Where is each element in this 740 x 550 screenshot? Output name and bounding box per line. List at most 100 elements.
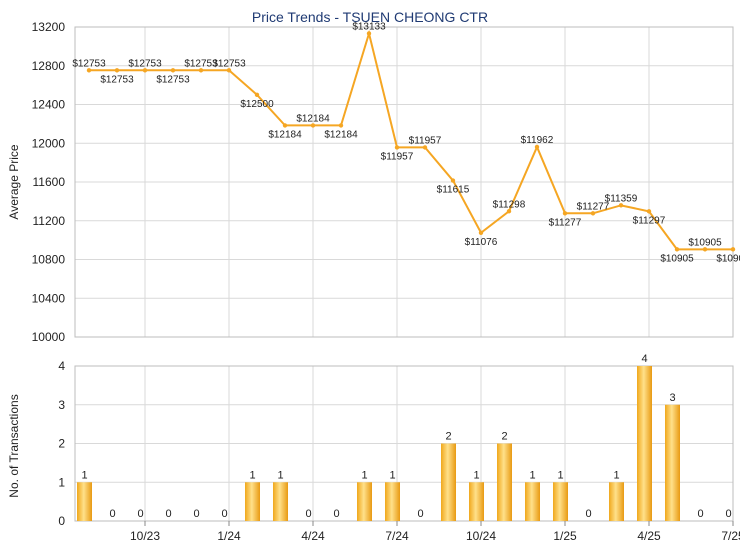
transaction-count-label: 0 <box>137 508 143 520</box>
transactions-y-tick-label: 3 <box>58 398 65 412</box>
price-data-label: $11957 <box>381 151 414 162</box>
price-y-ticks: 10000 10400 10800 11200 11600 12000 12400 12800… <box>32 20 66 344</box>
transaction-bar <box>357 482 372 521</box>
price-point <box>394 145 400 150</box>
price-data-label: $11297 <box>633 215 666 226</box>
price-y-axis-label: Average Price <box>7 144 21 219</box>
price-data-label: $12753 <box>184 58 218 69</box>
transaction-count-label: 0 <box>725 508 731 520</box>
price-data-label: $10905 <box>716 253 740 264</box>
transaction-count-label: 3 <box>669 392 675 404</box>
price-point <box>254 92 260 98</box>
price-line <box>89 29 733 251</box>
transaction-count-label: 2 <box>445 431 451 443</box>
price-data-label: $11277 <box>577 201 610 212</box>
price-data-label: $11076 <box>465 237 498 248</box>
price-point <box>562 211 568 216</box>
price-y-tick-label: 10400 <box>32 291 66 305</box>
transaction-count-label: 0 <box>305 508 311 520</box>
price-point <box>506 209 512 214</box>
transaction-count-label: 1 <box>277 469 283 481</box>
price-point <box>366 31 372 36</box>
transactions-y-tick-label: 1 <box>58 475 65 489</box>
transaction-count-label: 0 <box>109 508 115 520</box>
price-data-label: $11298 <box>493 199 526 210</box>
x-axis-ticks: 10/23 1/24 4/24 7/24 10/24 1/25 4/25 7/25 <box>130 521 740 543</box>
transaction-count-label: 0 <box>585 508 591 520</box>
transaction-count-label: 0 <box>221 508 227 520</box>
transactions-y-tick-label: 4 <box>58 359 65 373</box>
price-data-label: $11957 <box>409 135 442 146</box>
chart-title: Price Trends - TSUEN CHEONG CTR <box>252 9 488 25</box>
x-tick-label: 1/24 <box>217 529 241 543</box>
transaction-count-label: 1 <box>81 469 87 481</box>
transaction-count-label: 1 <box>529 469 535 481</box>
price-y-tick-label: 12800 <box>32 59 66 73</box>
price-point <box>702 247 708 252</box>
transaction-count-label: 2 <box>501 431 507 443</box>
price-data-label: $12184 <box>324 129 358 140</box>
price-point <box>338 123 344 128</box>
price-line-series: $12753$12753$12753$12753$12753$12753$125… <box>72 21 740 264</box>
transaction-count-label: 1 <box>473 469 479 481</box>
price-point <box>198 68 204 73</box>
transaction-bar <box>665 404 680 521</box>
transaction-count-label: 0 <box>333 508 339 520</box>
price-data-label: $11962 <box>521 135 554 146</box>
transaction-count-label: 0 <box>193 508 199 520</box>
transaction-count-label: 0 <box>165 508 171 520</box>
price-point <box>478 230 484 235</box>
price-data-label: $12753 <box>72 58 106 69</box>
price-data-label: $12753 <box>100 74 134 85</box>
x-tick-label: 10/24 <box>466 529 496 543</box>
transaction-bars: 1 0 0 0 0 0 1 1 0 0 1 1 0 2 1 2 1 1 0 1 4 3 0 0 <box>77 353 732 521</box>
x-tick-label: 4/25 <box>637 529 661 543</box>
price-y-tick-label: 12400 <box>32 98 66 112</box>
transactions-y-tick-label: 2 <box>58 437 65 451</box>
price-point <box>170 68 176 73</box>
transaction-count-label: 0 <box>697 508 703 520</box>
transaction-bar <box>497 443 512 521</box>
price-point <box>142 68 148 73</box>
transactions-y-axis-label: No. of Transactions <box>7 394 21 497</box>
transaction-count-label: 1 <box>557 469 563 481</box>
price-data-label: $10905 <box>660 253 694 264</box>
transaction-bar <box>77 482 92 521</box>
price-data-label: $12500 <box>240 99 274 110</box>
price-data-label: $12753 <box>212 58 246 69</box>
price-point <box>450 178 456 183</box>
transaction-count-label: 1 <box>249 469 255 481</box>
price-point <box>618 203 624 208</box>
transaction-bar <box>273 482 288 521</box>
price-data-label: $13133 <box>352 21 386 32</box>
price-data-label: $12184 <box>296 113 330 124</box>
transaction-bar <box>441 443 456 521</box>
price-point <box>86 68 92 73</box>
price-y-tick-label: 12000 <box>32 136 66 150</box>
price-point <box>730 247 736 252</box>
transaction-count-label: 4 <box>641 353 647 365</box>
price-point <box>310 123 316 128</box>
price-y-tick-label: 13200 <box>32 20 66 34</box>
transaction-bar <box>553 482 568 521</box>
price-data-label: $12753 <box>156 74 190 85</box>
price-y-tick-label: 11600 <box>33 175 66 189</box>
price-point <box>534 144 540 150</box>
x-tick-label: 10/23 <box>130 529 160 543</box>
price-data-label: $11277 <box>549 217 582 228</box>
transaction-bar <box>637 366 652 521</box>
transaction-bar <box>385 482 400 521</box>
price-point <box>422 145 428 150</box>
transactions-y-tick-label: 0 <box>58 514 65 528</box>
transaction-count-label: 1 <box>389 469 395 481</box>
transaction-bar <box>525 482 540 521</box>
transaction-count-label: 0 <box>417 508 423 520</box>
price-point <box>114 68 120 73</box>
price-data-label: $10905 <box>688 237 722 248</box>
price-point <box>674 247 680 252</box>
price-data-label: $12753 <box>128 58 162 69</box>
transactions-plot-frame <box>74 365 734 522</box>
x-tick-label: 4/24 <box>301 529 325 543</box>
transaction-bar <box>245 482 260 521</box>
